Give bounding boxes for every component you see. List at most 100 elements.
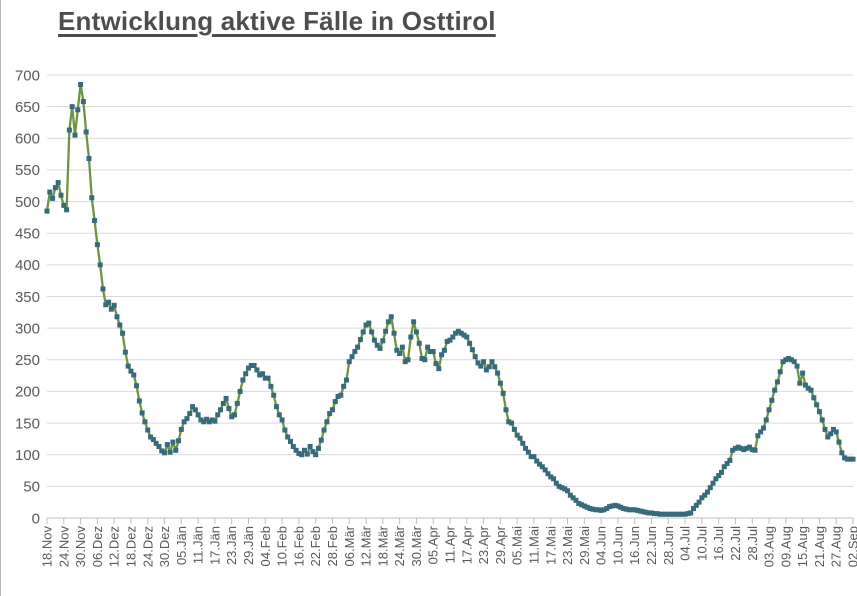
data-point-marker [313, 452, 319, 458]
data-point-marker [842, 455, 848, 461]
data-point-marker [279, 417, 285, 423]
data-point-marker [271, 392, 277, 398]
data-point-marker [623, 506, 629, 512]
data-point-marker [760, 425, 766, 431]
data-point-marker [195, 412, 201, 418]
data-point-marker [497, 380, 503, 386]
data-point-marker [693, 502, 699, 508]
data-point-marker [604, 506, 610, 512]
gridlines [47, 74, 853, 487]
data-point-marker [405, 357, 411, 363]
data-point-marker [472, 354, 478, 360]
x-axis-label: 24.Nov [56, 526, 71, 568]
data-point-marker [332, 399, 338, 405]
data-point-marker [453, 330, 459, 336]
data-point-marker [844, 456, 850, 462]
data-point-marker [371, 337, 377, 343]
data-point-marker [615, 503, 621, 509]
x-axis-label: 30.Dez [157, 526, 172, 567]
data-point-marker [58, 192, 64, 198]
x-axis-label: 04.Jun [594, 526, 609, 565]
data-point-marker [732, 445, 738, 451]
y-axis-label: 600 [15, 131, 40, 148]
x-axis-label: 05.Jän [174, 526, 189, 565]
data-point-marker [685, 511, 691, 517]
data-point-marker [833, 429, 839, 435]
data-point-marker [215, 412, 221, 418]
data-point-marker [399, 344, 405, 350]
data-point-marker [537, 461, 543, 467]
data-point-marker [254, 367, 260, 373]
data-point-marker [136, 398, 142, 404]
data-point-marker [769, 397, 775, 403]
data-point-marker [593, 507, 599, 513]
data-point-marker [791, 359, 797, 365]
data-point-marker [646, 510, 652, 516]
data-point-marker [746, 444, 752, 450]
data-point-marker [120, 330, 126, 336]
data-point-marker [805, 385, 811, 391]
x-axis-label: 22.Feb [308, 526, 323, 566]
data-point-marker [246, 365, 251, 371]
data-point-marker [416, 340, 422, 346]
x-axis-label: 23.Mai [560, 526, 575, 565]
data-point-marker [665, 511, 671, 517]
data-point-marker [450, 334, 456, 340]
x-axis-label: 18.Dez [123, 526, 138, 567]
y-axis-label: 0 [32, 510, 40, 527]
data-point-marker [629, 507, 635, 513]
data-point-marker [679, 511, 685, 517]
data-point-marker [643, 509, 649, 515]
x-axis-label: 23.Jän [224, 526, 239, 565]
data-point-marker [273, 404, 279, 410]
data-point-marker [173, 447, 179, 453]
data-point-marker [584, 504, 590, 510]
data-point-marker [307, 443, 313, 449]
data-point-marker [374, 342, 380, 348]
data-point-marker [735, 444, 741, 450]
data-point-marker [304, 451, 310, 457]
data-point-marker [836, 439, 842, 445]
x-axis-label: 02.Sep [846, 526, 857, 567]
data-point-marker [75, 107, 81, 113]
data-point-marker [455, 328, 461, 334]
data-point-marker [461, 332, 467, 338]
data-point-marker [724, 461, 730, 467]
data-point-marker [290, 443, 296, 449]
data-point-marker [758, 429, 764, 435]
data-point-marker [103, 302, 109, 308]
data-point-marker [814, 402, 820, 408]
x-axis-label: 17.Mai [543, 526, 558, 565]
data-point-marker [66, 127, 72, 133]
data-point-marker [265, 375, 271, 381]
data-point-marker [243, 371, 249, 377]
data-point-marker [458, 330, 464, 336]
x-axis-label: 28.Jul [745, 526, 760, 561]
x-axis-label: 29.Jän [241, 526, 256, 565]
data-point-marker [710, 480, 716, 486]
x-axis-label: 29.Apr [493, 525, 508, 564]
x-axis-label: 23.Apr [476, 525, 491, 564]
data-point-marker [688, 510, 694, 516]
data-point-marker [517, 435, 523, 441]
data-point-marker [44, 208, 50, 214]
data-point-marker [598, 507, 604, 513]
data-point-marker [234, 400, 240, 406]
data-point-marker [164, 442, 170, 448]
data-point-marker [240, 377, 246, 383]
data-point-marker [704, 489, 710, 495]
data-point-marker [338, 392, 344, 398]
data-point-marker [749, 447, 755, 453]
data-point-marker [478, 363, 484, 369]
data-point-marker [114, 314, 120, 320]
data-point-marker [181, 419, 187, 425]
data-point-marker [489, 359, 495, 365]
data-point-marker [581, 503, 587, 509]
data-point-marker [285, 434, 291, 440]
data-point-marker [78, 81, 84, 87]
x-axis-label: 12.Dez [107, 526, 122, 567]
data-point-marker [402, 359, 408, 365]
data-point-marker [601, 507, 607, 513]
data-point-marker [738, 445, 744, 451]
x-axis-label: 10.Feb [275, 526, 290, 566]
